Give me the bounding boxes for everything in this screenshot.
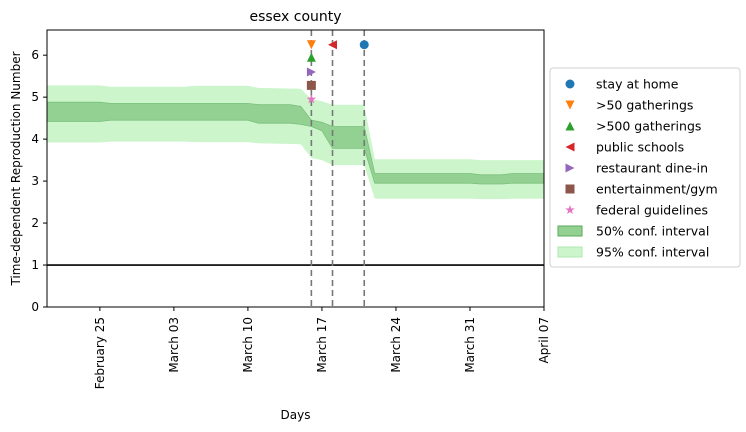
legend-box xyxy=(549,67,741,268)
legend-swatch-95-conf-interval xyxy=(557,246,583,258)
marker-restaurant-dine-in xyxy=(306,67,316,77)
legend-label: federal guidelines xyxy=(596,203,708,218)
legend-label: >500 gatherings xyxy=(596,119,701,134)
marker-public-schools xyxy=(328,40,337,50)
legend-marker-stay-at-home xyxy=(565,79,575,89)
legend-marker--500-gatherings xyxy=(565,121,575,131)
legend-label: >50 gatherings xyxy=(596,98,693,113)
y-tick-label: 3 xyxy=(31,174,39,188)
x-axis-label: Days xyxy=(281,408,311,422)
marker--50-gatherings xyxy=(306,40,316,50)
legend-label: 95% conf. interval xyxy=(596,245,709,260)
legend-label: public schools xyxy=(596,140,684,155)
legend-label: 50% conf. interval xyxy=(596,224,709,239)
y-tick-label: 0 xyxy=(31,300,39,314)
legend-label: stay at home xyxy=(596,77,679,92)
x-tick-label: February 25 xyxy=(93,317,107,389)
legend-marker--50-gatherings xyxy=(565,100,575,110)
y-tick-label: 5 xyxy=(31,90,39,104)
legend-label: entertainment/gym xyxy=(596,182,718,197)
marker-stay-at-home xyxy=(359,40,369,50)
y-tick-label: 2 xyxy=(31,216,39,230)
x-tick-label: April 07 xyxy=(537,317,551,364)
chart-title: essex county xyxy=(249,9,341,25)
y-tick-label: 1 xyxy=(31,258,39,272)
y-tick-label: 4 xyxy=(31,132,39,146)
y-axis-label: Time-dependent Reproduction Number xyxy=(9,51,23,286)
marker--500-gatherings xyxy=(306,52,316,62)
legend-label: restaurant dine-in xyxy=(596,161,708,176)
x-tick-label: March 03 xyxy=(167,317,181,373)
intervention-lines xyxy=(310,30,366,307)
confidence-bands xyxy=(46,85,545,200)
marker-entertainment-gym xyxy=(306,80,316,90)
marker-federal-guidelines xyxy=(306,94,317,104)
intervention-markers xyxy=(306,40,369,104)
x-tick-label: March 17 xyxy=(315,317,329,373)
legend: stay at home >50 gatherings >500 gathering… xyxy=(549,67,741,268)
legend-swatch-50-conf-interval xyxy=(557,225,583,237)
legend-marker-entertainment-gym xyxy=(565,184,575,194)
x-tick-label: March 24 xyxy=(389,317,403,373)
plot-frame xyxy=(46,29,545,308)
x-tick-label: March 31 xyxy=(463,317,477,373)
y-axis: 0 1 2 3 4 5 6 xyxy=(31,48,47,314)
legend-marker-restaurant-dine-in xyxy=(565,163,575,173)
y-tick-label: 6 xyxy=(31,48,39,62)
x-axis: February 25 March 03 March 10 March 17 March… xyxy=(93,307,551,389)
legend-marker-federal-guidelines xyxy=(565,205,575,214)
legend-marker-public-schools xyxy=(565,142,575,152)
x-tick-label: March 10 xyxy=(241,317,255,373)
